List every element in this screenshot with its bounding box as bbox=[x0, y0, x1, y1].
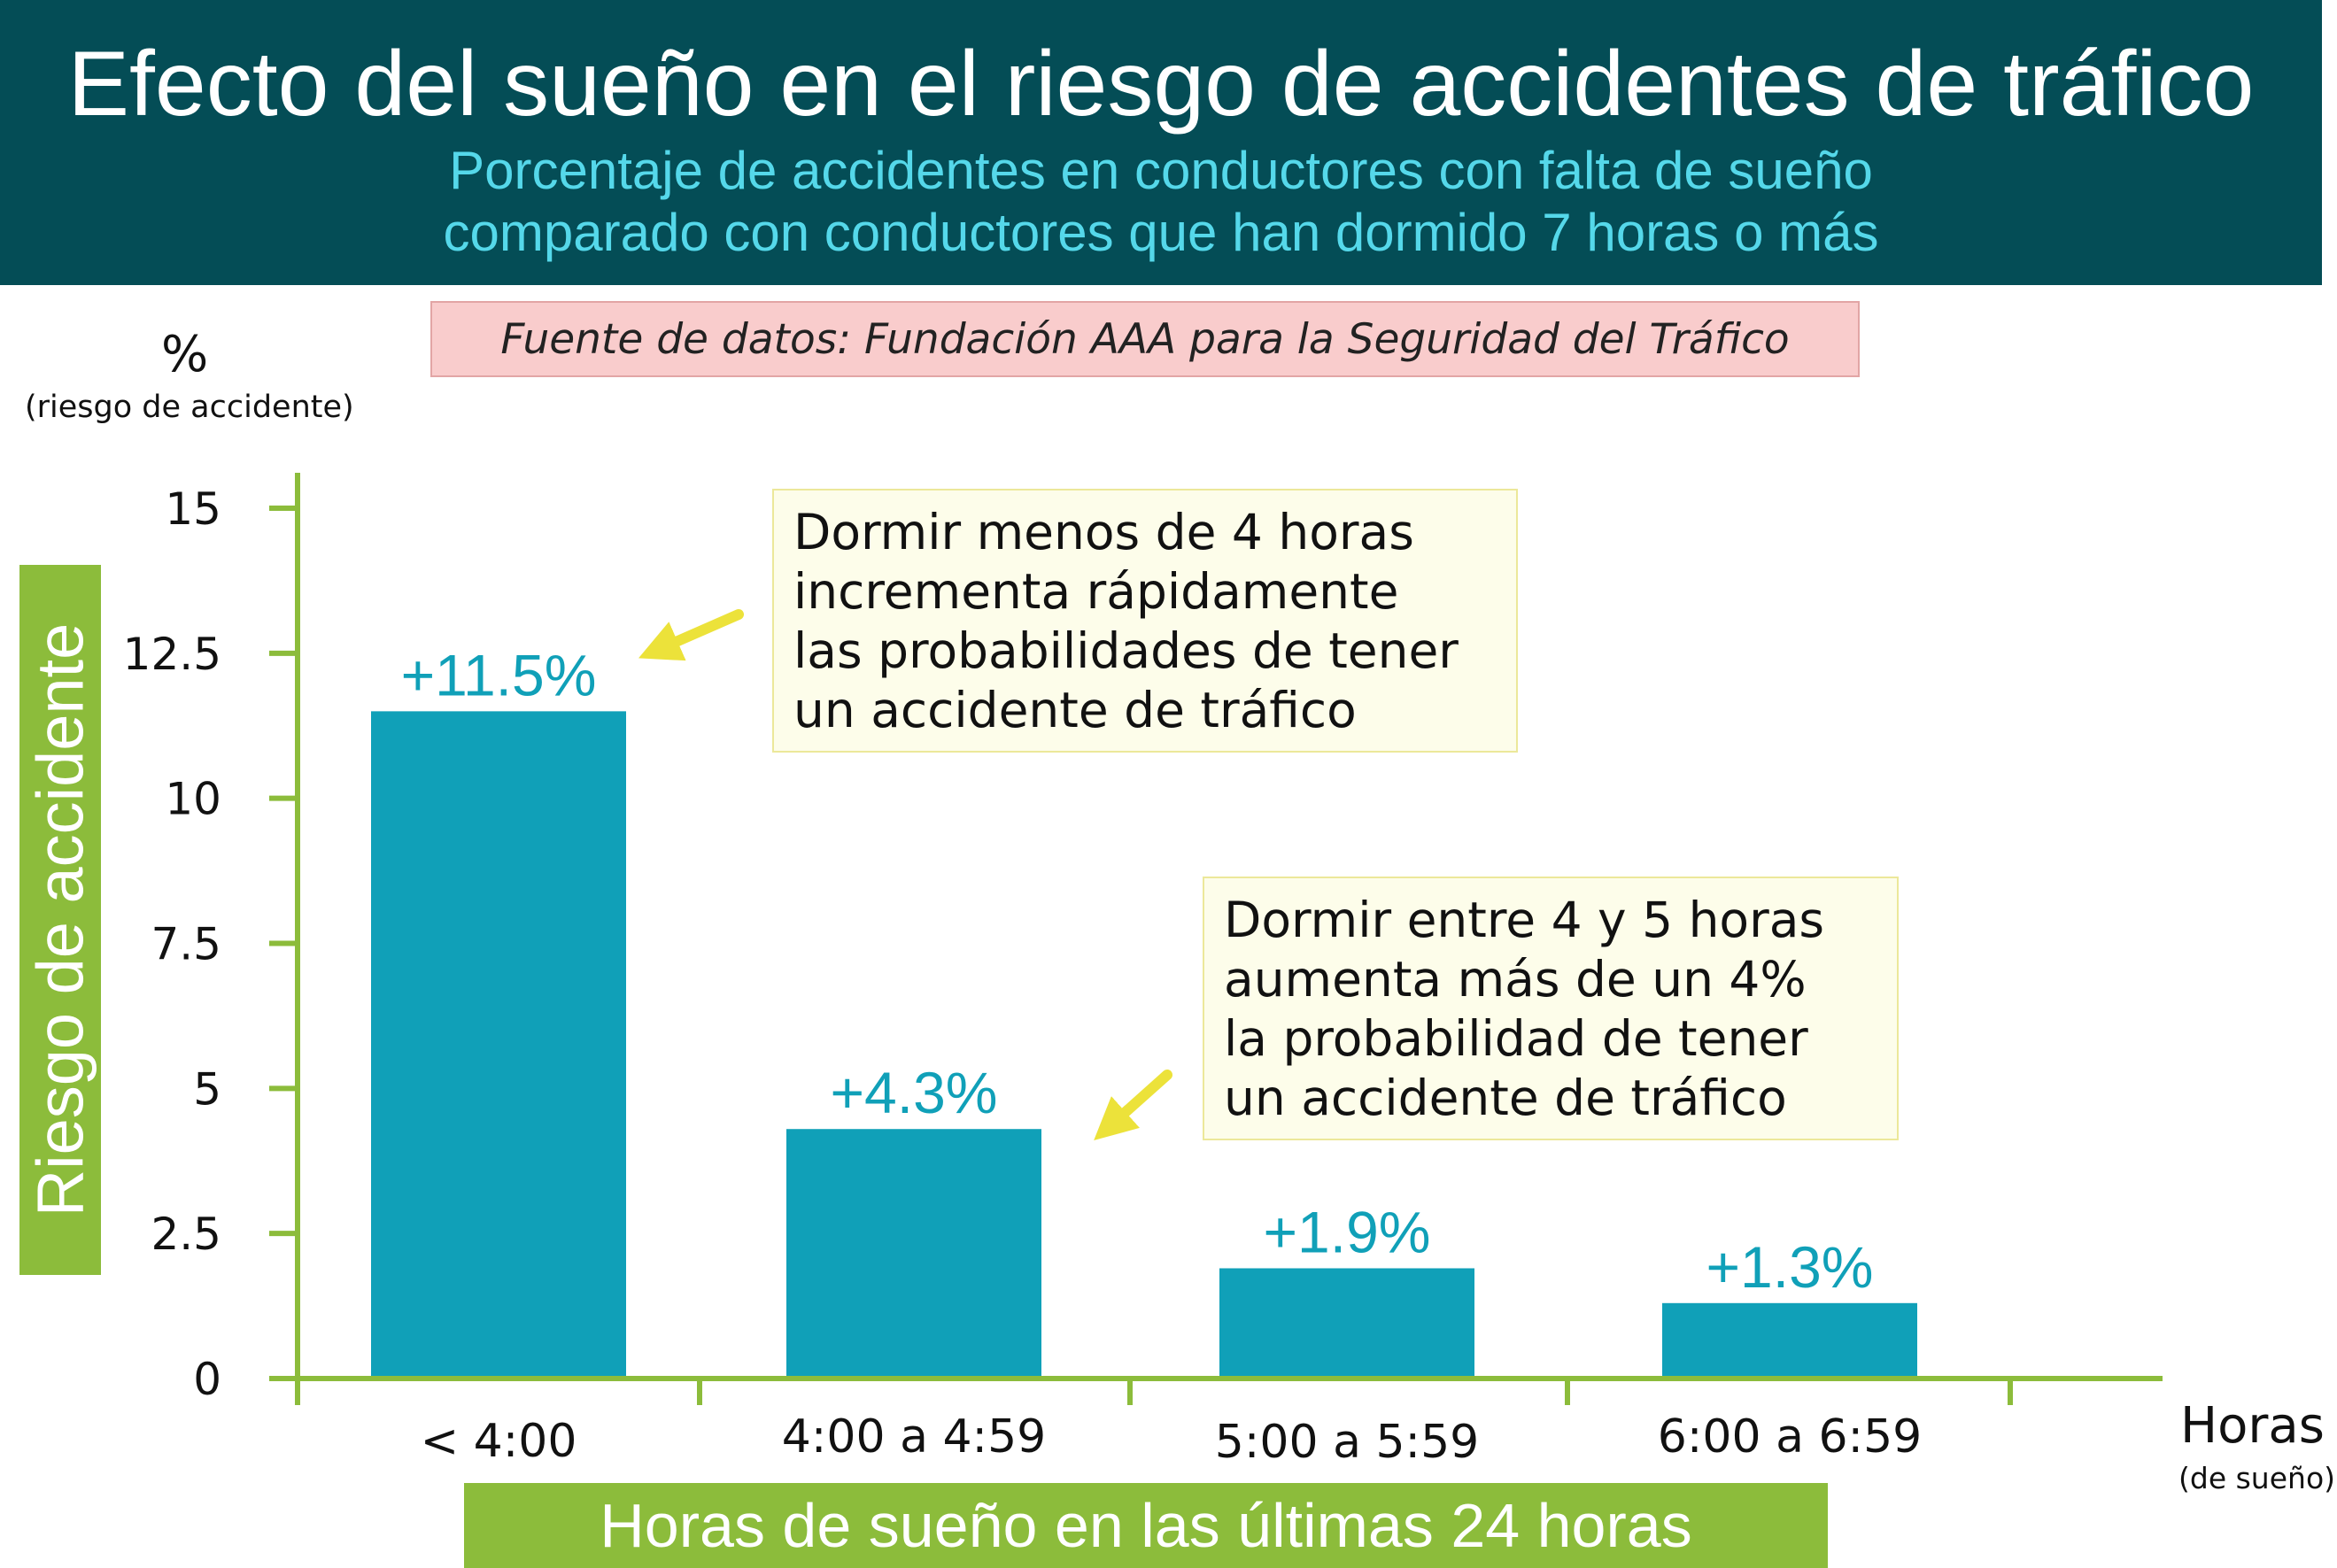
arrow-to-bar-0 bbox=[638, 609, 744, 661]
data-labels-layer: +11.5% < 4:00 +4.3% 4:00 a 4:59 +1.9% 5:00 a … bbox=[401, 642, 1923, 1469]
bar-2 bbox=[1219, 1268, 1474, 1379]
y-tick-label-1: 2.5 bbox=[151, 1209, 221, 1260]
y-tick-label-6: 15 bbox=[165, 483, 221, 535]
bar-value-label-0: +11.5% bbox=[401, 642, 597, 707]
arrow-to-bar-1 bbox=[1094, 1070, 1172, 1140]
header-banner: Efecto del sueño en el riesgo de acciden… bbox=[0, 0, 2322, 285]
callout-4-to-5-hours: Dormir entre 4 y 5 horas aumenta más de … bbox=[1203, 877, 1899, 1140]
subtitle-line-2: comparado con conductores que han dormid… bbox=[443, 203, 1879, 262]
x-tick-label-1: 4:00 a 4:59 bbox=[782, 1410, 1046, 1464]
y-tick-label-5: 12.5 bbox=[123, 629, 221, 680]
page-title: Efecto del sueño en el riesgo de acciden… bbox=[67, 33, 2255, 135]
bar-1 bbox=[786, 1129, 1041, 1379]
x-tick-label-0: < 4:00 bbox=[421, 1415, 577, 1468]
x-axis-title: Horas de sueño en las últimas 24 horas bbox=[464, 1483, 1828, 1568]
y-tick-label-3: 7.5 bbox=[151, 919, 221, 970]
arrows-layer bbox=[638, 609, 1172, 1140]
y-unit-sublabel: (riesgo de accidente) bbox=[25, 390, 354, 425]
subtitle-line-1: Porcentaje de accidentes en conductores … bbox=[449, 141, 1873, 200]
y-tick-label-0: 0 bbox=[193, 1354, 221, 1405]
bars-layer bbox=[371, 711, 1917, 1379]
callout-under-4-hours: Dormir menos de 4 horas incrementa rápid… bbox=[772, 489, 1518, 753]
x-unit-label: Horas bbox=[2180, 1397, 2325, 1455]
bar-0 bbox=[371, 711, 626, 1379]
bar-3 bbox=[1662, 1302, 1917, 1379]
x-tick-label-2: 5:00 a 5:59 bbox=[1215, 1416, 1479, 1469]
axes-layer: 0 2.5 5 7.5 10 12.5 15 bbox=[123, 473, 2163, 1405]
y-tick-label-2: 5 bbox=[193, 1063, 221, 1115]
data-source-note: Fuente de datos: Fundación AAA para la S… bbox=[430, 301, 1860, 377]
page-subtitle: Porcentaje de accidentes en conductores … bbox=[0, 140, 2322, 264]
bar-value-label-1: +4.3% bbox=[831, 1060, 998, 1125]
y-unit-label: % bbox=[161, 326, 209, 383]
x-unit-sublabel: (de sueño) bbox=[2178, 1461, 2336, 1495]
bar-value-label-3: +1.3% bbox=[1706, 1234, 1874, 1300]
bar-value-label-2: +1.9% bbox=[1264, 1199, 1431, 1264]
x-tick-label-3: 6:00 a 6:59 bbox=[1658, 1410, 1922, 1464]
y-tick-label-4: 10 bbox=[165, 774, 221, 825]
y-axis-title-box: Riesgo de accidente bbox=[19, 565, 101, 1275]
